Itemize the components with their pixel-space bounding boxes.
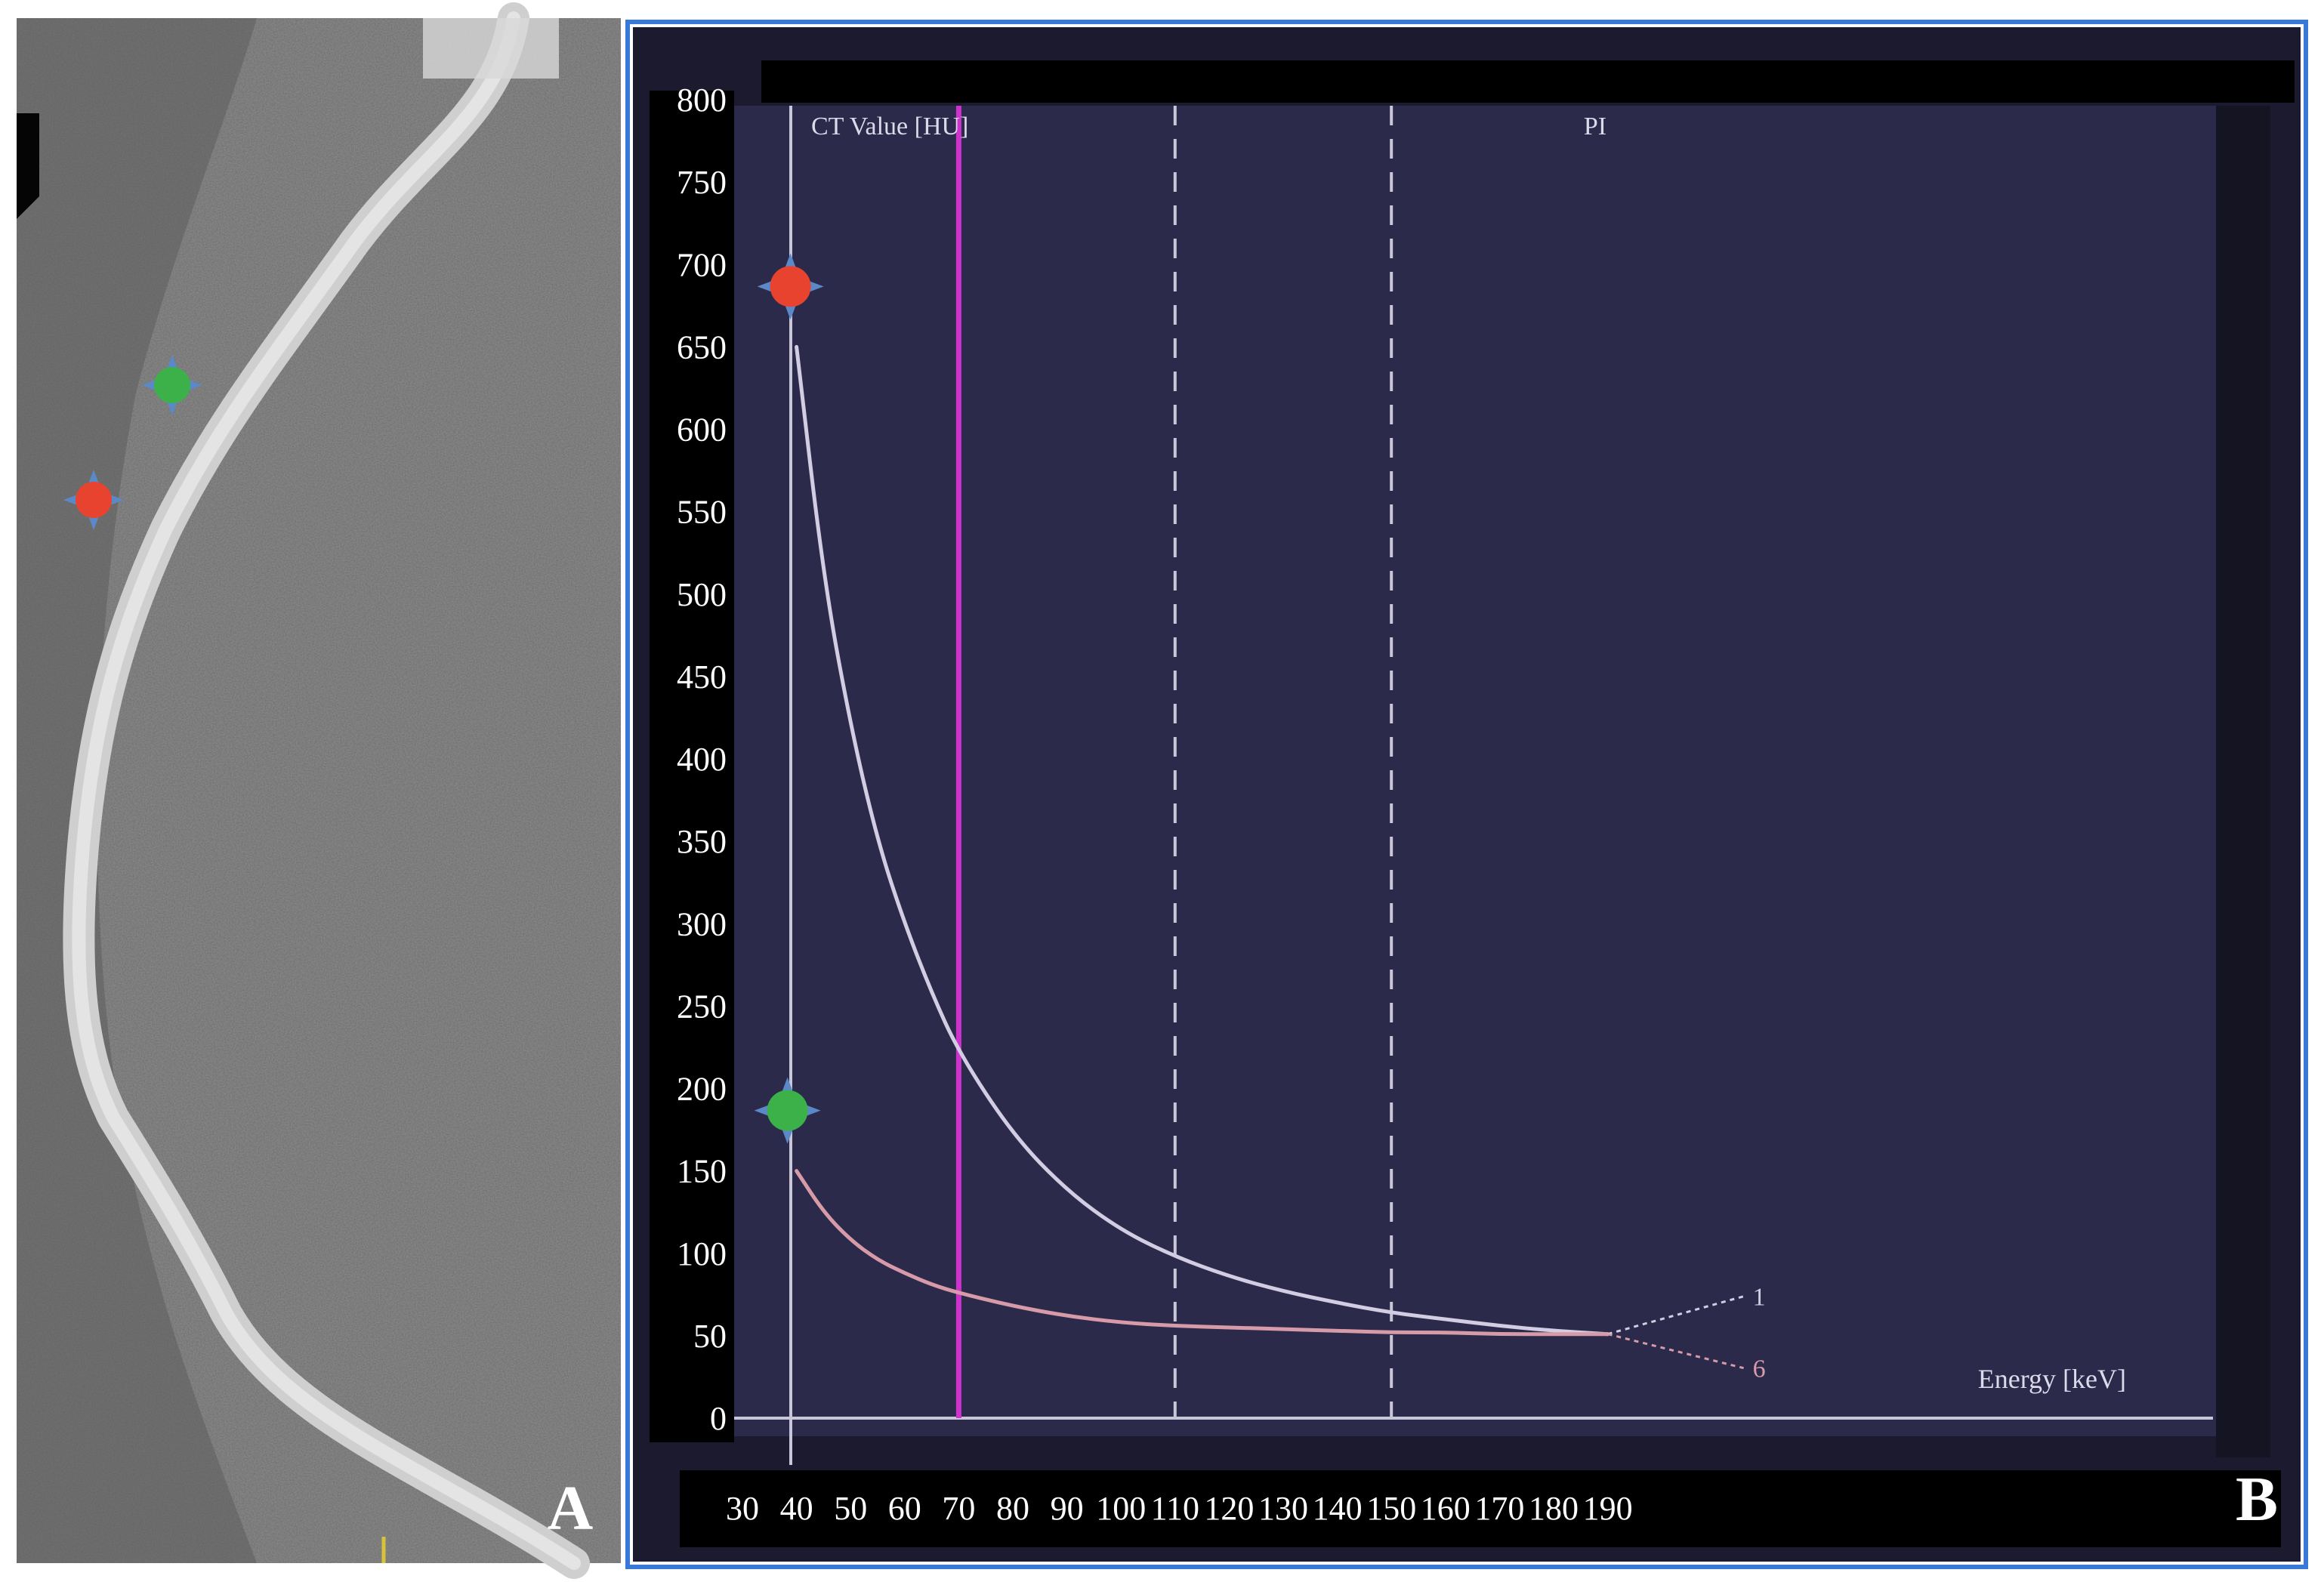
- y-tick-800: 800: [677, 82, 727, 119]
- x-tick-120: 120: [1204, 1490, 1254, 1527]
- dashed-lines: [1173, 106, 1393, 1418]
- y-tick-200: 200: [677, 1071, 727, 1108]
- y-tick-650: 650: [677, 328, 727, 365]
- x-tick-40: 40: [780, 1490, 813, 1527]
- green-marker-star: [142, 355, 202, 415]
- x-tick-190: 190: [1583, 1490, 1633, 1527]
- x-tick-130: 130: [1258, 1490, 1308, 1527]
- y-tick-450: 450: [677, 658, 727, 695]
- y-tick-250: 250: [677, 988, 727, 1025]
- y-tick-600: 600: [677, 412, 727, 449]
- y-tick-500: 500: [677, 576, 727, 613]
- y-tick-750: 750: [677, 164, 727, 201]
- right-gutter: [2216, 106, 2270, 1457]
- y-tick-300: 300: [677, 905, 727, 942]
- green-chart-marker: [754, 1077, 821, 1144]
- x-tick-labels: 30 40 50 60 70 80 90 100 110 120 130 140 150 160 170 18…: [726, 1490, 1633, 1527]
- y-tick-400: 400: [677, 741, 727, 778]
- x-tick-60: 60: [888, 1490, 921, 1527]
- y-tick-50: 50: [693, 1318, 727, 1355]
- chart-top-strip: [761, 60, 2295, 103]
- ct-image-panel: A: [17, 2, 621, 1579]
- series-line-6: [795, 1169, 1610, 1337]
- y-axis-label: CT Value [HU]: [811, 113, 968, 140]
- y-tick-0: 0: [710, 1400, 727, 1437]
- vessel-highlight: [72, 11, 581, 1570]
- x-tick-160: 160: [1421, 1490, 1471, 1527]
- panel-label-b: B: [2236, 1464, 2278, 1534]
- ct-black-edge: [17, 113, 39, 219]
- x-axis-label: Energy [keV]: [1978, 1364, 2126, 1394]
- y-tick-700: 700: [677, 246, 727, 283]
- series-lines: [795, 344, 1610, 1337]
- x-tick-50: 50: [834, 1490, 867, 1527]
- x-tick-30: 30: [726, 1490, 759, 1527]
- y-tick-350: 350: [677, 823, 727, 860]
- series-labels: 16: [1753, 1284, 1766, 1383]
- x-tick-100: 100: [1096, 1490, 1146, 1527]
- x-tick-70: 70: [942, 1490, 975, 1527]
- chart-y-strip: [650, 91, 734, 1442]
- chart-panel: 16 0501001502002503003504004505005506006…: [625, 20, 2308, 1569]
- series-label-6: 6: [1753, 1355, 1766, 1383]
- chart-x-strip: [680, 1470, 2281, 1547]
- y-tick-labels: 0 50 100 150 200 250 300 350 400 450 500 550 600 650 7…: [677, 82, 727, 1437]
- ct-top-bright: [423, 18, 559, 79]
- y-tick-100: 100: [677, 1235, 727, 1272]
- x-tick-170: 170: [1474, 1490, 1524, 1527]
- x-tick-150: 150: [1366, 1490, 1416, 1527]
- panel-label-a: A: [548, 1473, 594, 1543]
- series-label-1: 1: [1753, 1284, 1766, 1312]
- header-right-label: PI: [1584, 113, 1606, 140]
- y-tick-550: 550: [677, 494, 727, 531]
- x-tick-180: 180: [1529, 1490, 1579, 1527]
- x-tick-80: 80: [996, 1490, 1029, 1527]
- red-chart-marker: [757, 253, 824, 320]
- x-tick-110: 110: [1151, 1490, 1199, 1527]
- x-tick-90: 90: [1051, 1490, 1084, 1527]
- plot-area: [734, 106, 2216, 1436]
- ct-dark-region: [17, 18, 257, 1563]
- y-tick-150: 150: [677, 1153, 727, 1190]
- red-marker-star: [63, 470, 124, 530]
- x-tick-140: 140: [1313, 1490, 1363, 1527]
- chart-blue-border: [625, 20, 2308, 1569]
- series-line-1: [795, 344, 1610, 1337]
